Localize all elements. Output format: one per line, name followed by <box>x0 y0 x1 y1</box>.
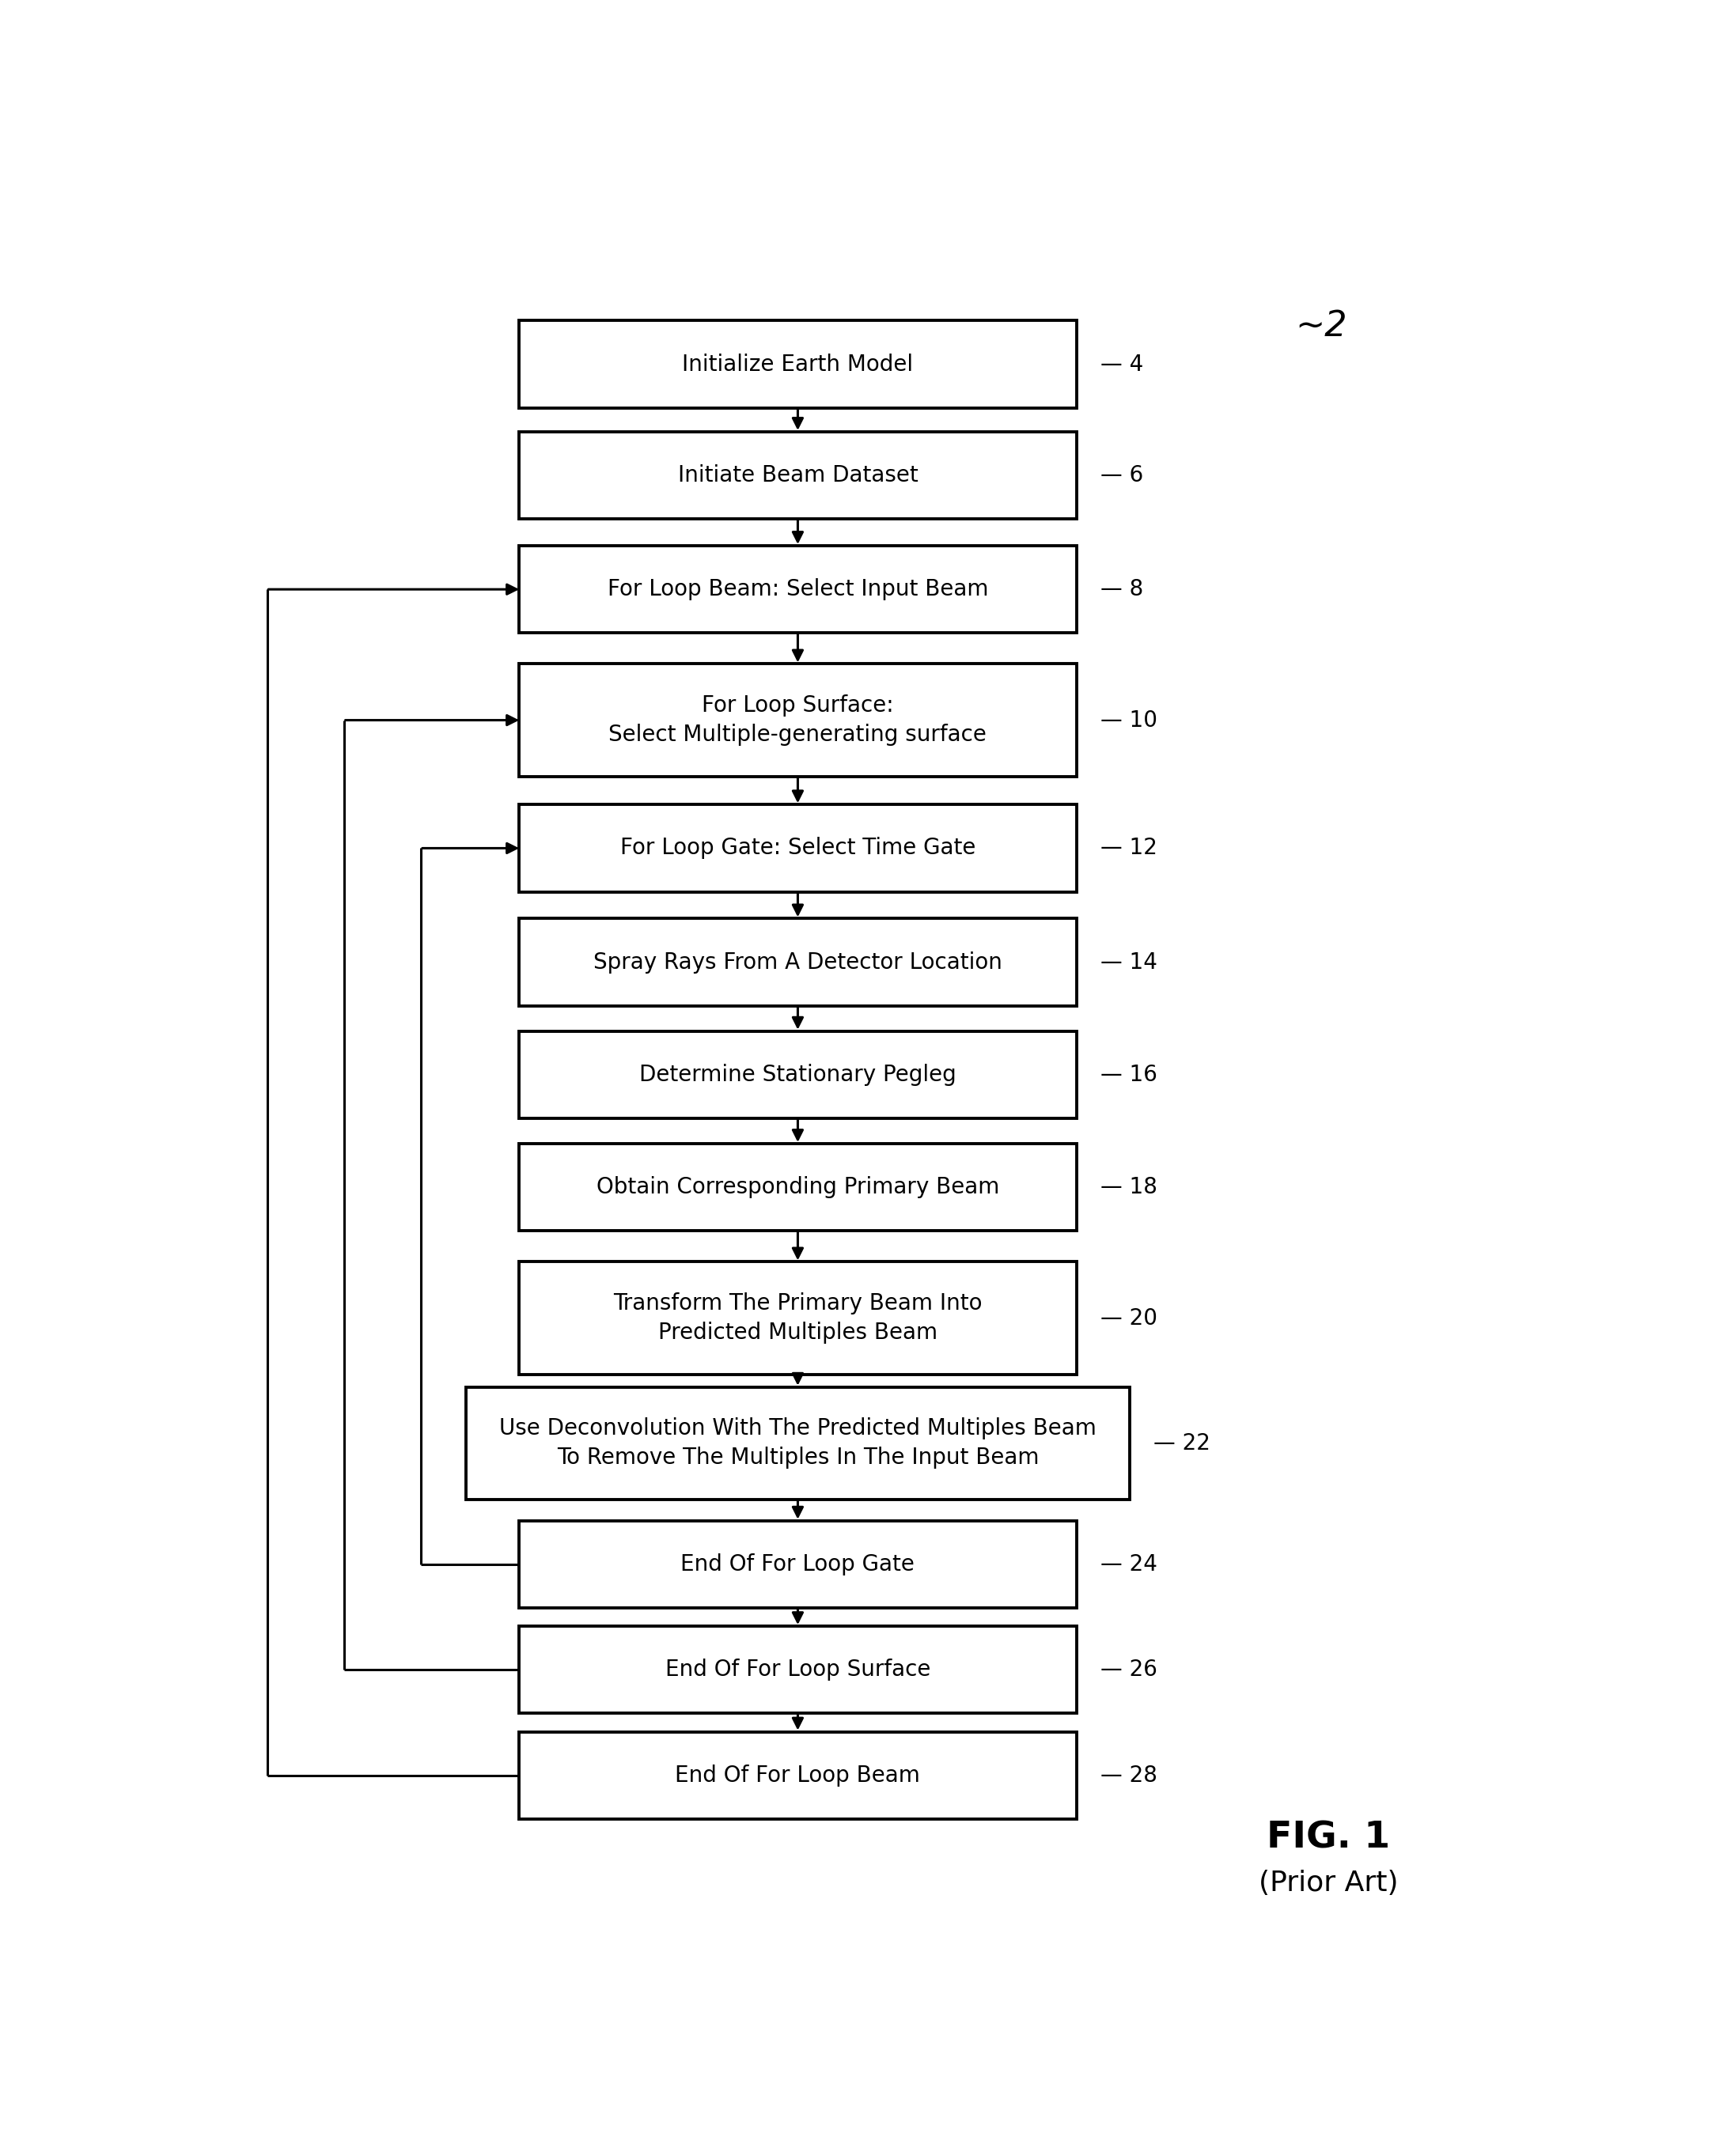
Text: End Of For Loop Beam: End Of For Loop Beam <box>675 1764 921 1787</box>
FancyBboxPatch shape <box>519 545 1077 634</box>
Text: For Loop Gate: Select Time Gate: For Loop Gate: Select Time Gate <box>620 837 976 860</box>
Text: ~2: ~2 <box>1296 308 1347 343</box>
Text: — 20: — 20 <box>1101 1307 1157 1330</box>
Text: — 8: — 8 <box>1101 578 1144 599</box>
Text: — 10: — 10 <box>1101 709 1157 731</box>
Text: Obtain Corresponding Primary Beam: Obtain Corresponding Primary Beam <box>596 1177 1000 1199</box>
Text: (Prior Art): (Prior Art) <box>1258 1869 1399 1897</box>
FancyBboxPatch shape <box>519 1520 1077 1608</box>
Text: — 16: — 16 <box>1101 1063 1157 1087</box>
FancyBboxPatch shape <box>519 1261 1077 1373</box>
Text: FIG. 1: FIG. 1 <box>1267 1820 1390 1856</box>
Text: — 14: — 14 <box>1101 951 1157 972</box>
Text: — 6: — 6 <box>1101 464 1144 487</box>
Text: — 22: — 22 <box>1154 1432 1210 1455</box>
FancyBboxPatch shape <box>519 664 1077 776</box>
FancyBboxPatch shape <box>519 918 1077 1005</box>
Text: — 12: — 12 <box>1101 837 1157 860</box>
Text: Use Deconvolution With The Predicted Multiples Beam
To Remove The Multiples In T: Use Deconvolution With The Predicted Mul… <box>500 1419 1096 1468</box>
Text: End Of For Loop Surface: End Of For Loop Surface <box>666 1658 930 1682</box>
Text: — 28: — 28 <box>1101 1764 1157 1787</box>
Text: For Loop Beam: Select Input Beam: For Loop Beam: Select Input Beam <box>608 578 988 599</box>
Text: — 18: — 18 <box>1101 1177 1157 1199</box>
Text: Initialize Earth Model: Initialize Earth Model <box>683 354 912 375</box>
FancyBboxPatch shape <box>519 1626 1077 1714</box>
Text: Initiate Beam Dataset: Initiate Beam Dataset <box>678 464 918 487</box>
Text: — 24: — 24 <box>1101 1552 1157 1576</box>
Text: Transform The Primary Beam Into
Predicted Multiples Beam: Transform The Primary Beam Into Predicte… <box>613 1291 983 1343</box>
FancyBboxPatch shape <box>519 1143 1077 1231</box>
Text: — 26: — 26 <box>1101 1658 1157 1682</box>
Text: For Loop Surface:
Select Multiple-generating surface: For Loop Surface: Select Multiple-genera… <box>609 694 986 746</box>
Text: Determine Stationary Pegleg: Determine Stationary Pegleg <box>639 1063 957 1087</box>
FancyBboxPatch shape <box>466 1386 1130 1501</box>
FancyBboxPatch shape <box>519 431 1077 520</box>
Text: — 4: — 4 <box>1101 354 1144 375</box>
Text: Spray Rays From A Detector Location: Spray Rays From A Detector Location <box>594 951 1002 972</box>
FancyBboxPatch shape <box>519 321 1077 407</box>
FancyBboxPatch shape <box>519 1731 1077 1820</box>
FancyBboxPatch shape <box>519 1031 1077 1119</box>
FancyBboxPatch shape <box>519 804 1077 893</box>
Text: End Of For Loop Gate: End Of For Loop Gate <box>681 1552 914 1576</box>
